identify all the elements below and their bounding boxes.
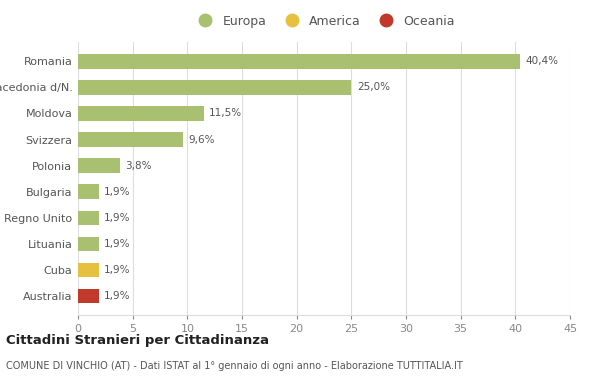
Bar — [78, 132, 183, 147]
Text: 11,5%: 11,5% — [209, 108, 242, 119]
Bar — [78, 263, 99, 277]
Bar — [78, 80, 352, 95]
Bar — [78, 184, 99, 199]
Bar — [78, 236, 99, 251]
Bar — [78, 211, 99, 225]
Text: Cittadini Stranieri per Cittadinanza: Cittadini Stranieri per Cittadinanza — [6, 334, 269, 347]
Text: COMUNE DI VINCHIO (AT) - Dati ISTAT al 1° gennaio di ogni anno - Elaborazione TU: COMUNE DI VINCHIO (AT) - Dati ISTAT al 1… — [6, 361, 463, 371]
Bar — [78, 106, 204, 121]
Text: 1,9%: 1,9% — [104, 291, 131, 301]
Bar — [78, 54, 520, 68]
Text: 9,6%: 9,6% — [188, 135, 215, 144]
Text: 25,0%: 25,0% — [357, 82, 390, 92]
Legend: Europa, America, Oceania: Europa, America, Oceania — [188, 10, 460, 33]
Bar — [78, 158, 119, 173]
Bar — [78, 289, 99, 303]
Text: 1,9%: 1,9% — [104, 213, 131, 223]
Text: 1,9%: 1,9% — [104, 239, 131, 249]
Text: 3,8%: 3,8% — [125, 161, 152, 171]
Text: 40,4%: 40,4% — [525, 56, 558, 66]
Text: 1,9%: 1,9% — [104, 187, 131, 196]
Text: 1,9%: 1,9% — [104, 265, 131, 275]
